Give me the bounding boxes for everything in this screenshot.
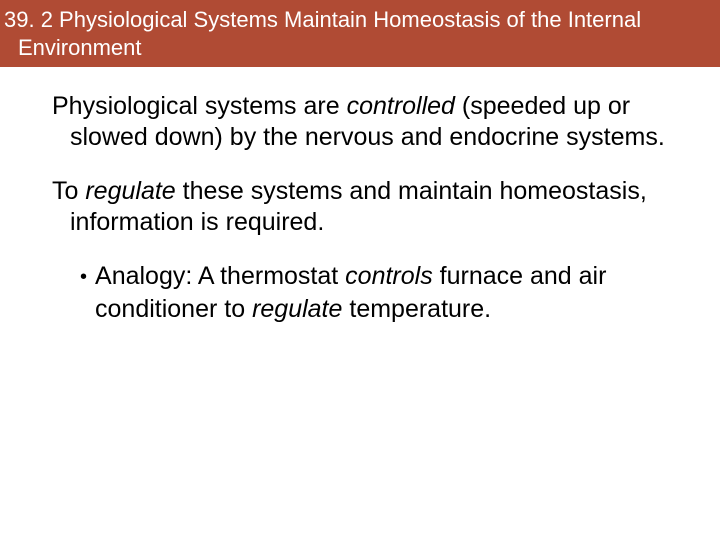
p1-seg1: Physiological systems are xyxy=(52,92,347,120)
b1-seg1: Analogy: A thermostat xyxy=(95,262,345,290)
slide: { "header": { "background_color": "#b04b… xyxy=(0,0,720,540)
p2-seg2: regulate xyxy=(85,177,175,205)
p2-seg1: To xyxy=(52,177,85,205)
paragraph-2: To regulate these systems and maintain h… xyxy=(52,176,696,239)
bullet-marker-icon: • xyxy=(80,260,95,290)
bullet-1: • Analogy: A thermostat controls furnace… xyxy=(52,260,696,325)
section-title-bar: 39. 2 Physiological Systems Maintain Hom… xyxy=(0,0,720,67)
p1-seg2: controlled xyxy=(347,92,455,120)
b1-seg5: temperature. xyxy=(342,295,491,323)
title-line2: Environment xyxy=(4,35,142,60)
section-title: 39. 2 Physiological Systems Maintain Hom… xyxy=(4,6,712,61)
bullet-1-text: Analogy: A thermostat controls furnace a… xyxy=(95,260,696,325)
b1-seg2: controls xyxy=(345,262,433,290)
title-line1: 39. 2 Physiological Systems Maintain Hom… xyxy=(4,7,641,32)
paragraph-1: Physiological systems are controlled (sp… xyxy=(52,91,696,154)
b1-seg4: regulate xyxy=(252,295,342,323)
slide-body: Physiological systems are controlled (sp… xyxy=(0,67,720,325)
